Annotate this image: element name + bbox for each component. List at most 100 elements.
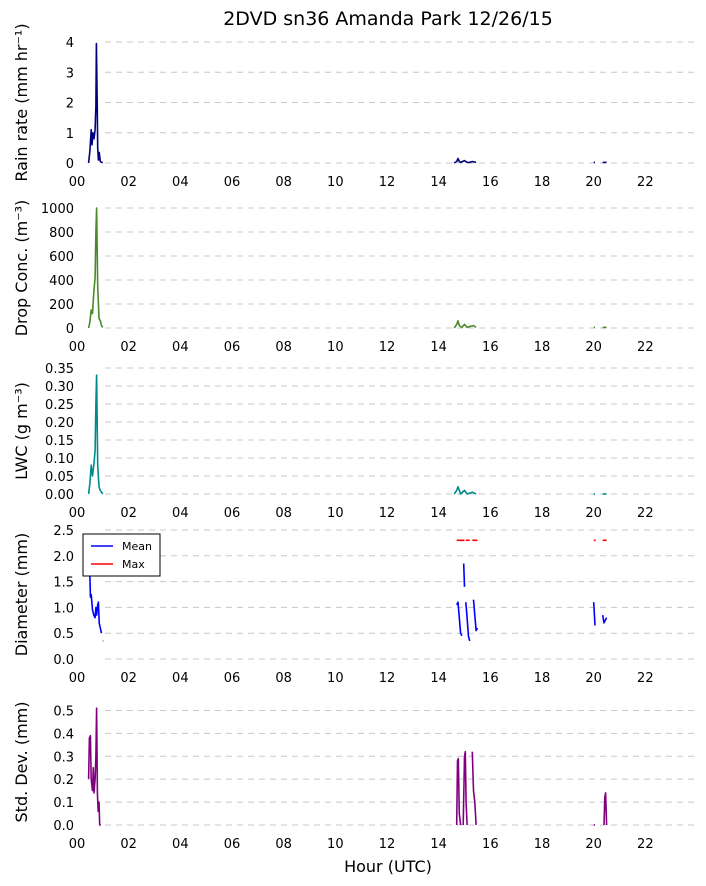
x-tick-label: 22 [637,175,654,190]
series-line [453,157,477,164]
x-tick-label: 00 [69,175,86,190]
x-tick-label: 12 [379,506,396,521]
x-tick-label: 14 [430,837,447,852]
y-tick-label: 0.15 [45,434,74,449]
series-line [455,757,462,826]
y-tick-label: 0 [66,157,74,172]
y-tick-label: 0 [66,322,74,337]
x-tick-label: 12 [379,175,396,190]
x-tick-label: 20 [585,175,602,190]
y-tick-label: 2.5 [53,524,74,539]
x-tick-label: 00 [69,506,86,521]
y-axis-label: Rain rate (mm hr⁻¹) [12,23,31,181]
x-tick-label: 20 [585,837,602,852]
x-tick-label: 20 [585,671,602,686]
panel-5: 0.0 0.1 0.2 0.3 0.4 0.5 00 02 04 06 08 10 12 14 16 18 20… [12,702,697,852]
y-tick-label: 4 [66,36,74,51]
x-tick-label: 14 [430,506,447,521]
x-tick-label: 02 [120,340,137,355]
series-line-mean [465,602,471,642]
series-line-mean [592,602,596,626]
series-line-mean [472,599,479,632]
y-tick-label: 2.0 [53,550,74,565]
x-tick-label: 18 [534,837,551,852]
series-line-mean [601,614,608,624]
x-tick-label: 08 [275,671,292,686]
y-axis-label: Drop Conc. (m⁻³) [12,200,31,337]
x-tick-label: 18 [534,175,551,190]
legend-label: Max [122,558,145,571]
x-tick-label: 16 [482,506,499,521]
x-tick-label: 02 [120,671,137,686]
x-tick-label: 12 [379,340,396,355]
series-line [453,485,477,495]
series-line-mean [462,563,466,587]
x-tick-label: 18 [534,340,551,355]
x-tick-label: 02 [120,175,137,190]
y-tick-label: 0.20 [45,416,74,431]
y-tick-label: 0.30 [45,380,74,395]
x-tick-label: 16 [482,837,499,852]
y-axis-label: Diameter (mm) [12,533,31,656]
x-tick-label: 12 [379,671,396,686]
x-tick-label: 22 [637,340,654,355]
x-tick-label: 10 [327,837,344,852]
y-tick-label: 0.4 [53,727,74,742]
x-tick-label: 02 [120,837,137,852]
series-line [87,207,104,329]
x-tick-label: 08 [275,837,292,852]
y-tick-label: 0.2 [53,773,74,788]
y-tick-label: 600 [49,250,74,265]
x-tick-label: 04 [172,175,189,190]
y-tick-label: 0.35 [45,362,74,377]
y-tick-label: 0.1 [53,796,74,811]
series-line [87,374,104,495]
y-tick-label: 1.5 [53,576,74,591]
panel-2: 0 200 400 600 800 1000 00 02 04 06 08 10 12 14 16 18 20 2… [12,200,697,355]
x-tick-label: 16 [482,340,499,355]
series-line [453,319,477,329]
x-axis-label: Hour (UTC) [344,857,432,876]
y-tick-label: 0.10 [45,452,74,467]
series-line [603,792,608,826]
y-tick-label: 0.5 [53,627,74,642]
x-tick-label: 20 [585,506,602,521]
y-tick-label: 1000 [41,202,74,217]
x-tick-label: 18 [534,671,551,686]
x-tick-label: 22 [637,506,654,521]
legend: Mean Max [82,533,161,577]
x-tick-label: 10 [327,175,344,190]
y-tick-label: 0.0 [53,819,74,834]
y-axis-label: LWC (g m⁻³) [12,382,31,480]
series-line [471,751,477,826]
y-tick-label: 3 [66,66,74,81]
x-tick-label: 04 [172,671,189,686]
y-tick-label: 800 [49,226,74,241]
x-tick-label: 02 [120,506,137,521]
x-tick-label: 16 [482,671,499,686]
y-tick-label: 0.05 [45,470,74,485]
x-tick-label: 06 [224,175,241,190]
panel-3: 0.00 0.05 0.10 0.15 0.20 0.25 0.30 0.35 00 02 04 06… [12,362,697,521]
legend-box [82,533,161,577]
y-tick-label: 0.0 [53,653,74,668]
x-tick-label: 04 [172,506,189,521]
y-tick-label: 2 [66,97,74,112]
x-tick-label: 10 [327,671,344,686]
x-tick-label: 04 [172,340,189,355]
x-tick-label: 00 [69,837,86,852]
series-line-mean [455,601,463,637]
x-tick-label: 16 [482,175,499,190]
series-line-mean [89,576,103,634]
y-tick-label: 0.25 [45,398,74,413]
y-tick-label: 0.00 [45,488,74,503]
x-tick-label: 06 [224,837,241,852]
x-tick-label: 22 [637,671,654,686]
x-tick-label: 06 [224,506,241,521]
y-tick-label: 1 [66,127,74,142]
figure-title: 2DVD sn36 Amanda Park 12/26/15 [223,8,553,30]
x-tick-label: 10 [327,506,344,521]
